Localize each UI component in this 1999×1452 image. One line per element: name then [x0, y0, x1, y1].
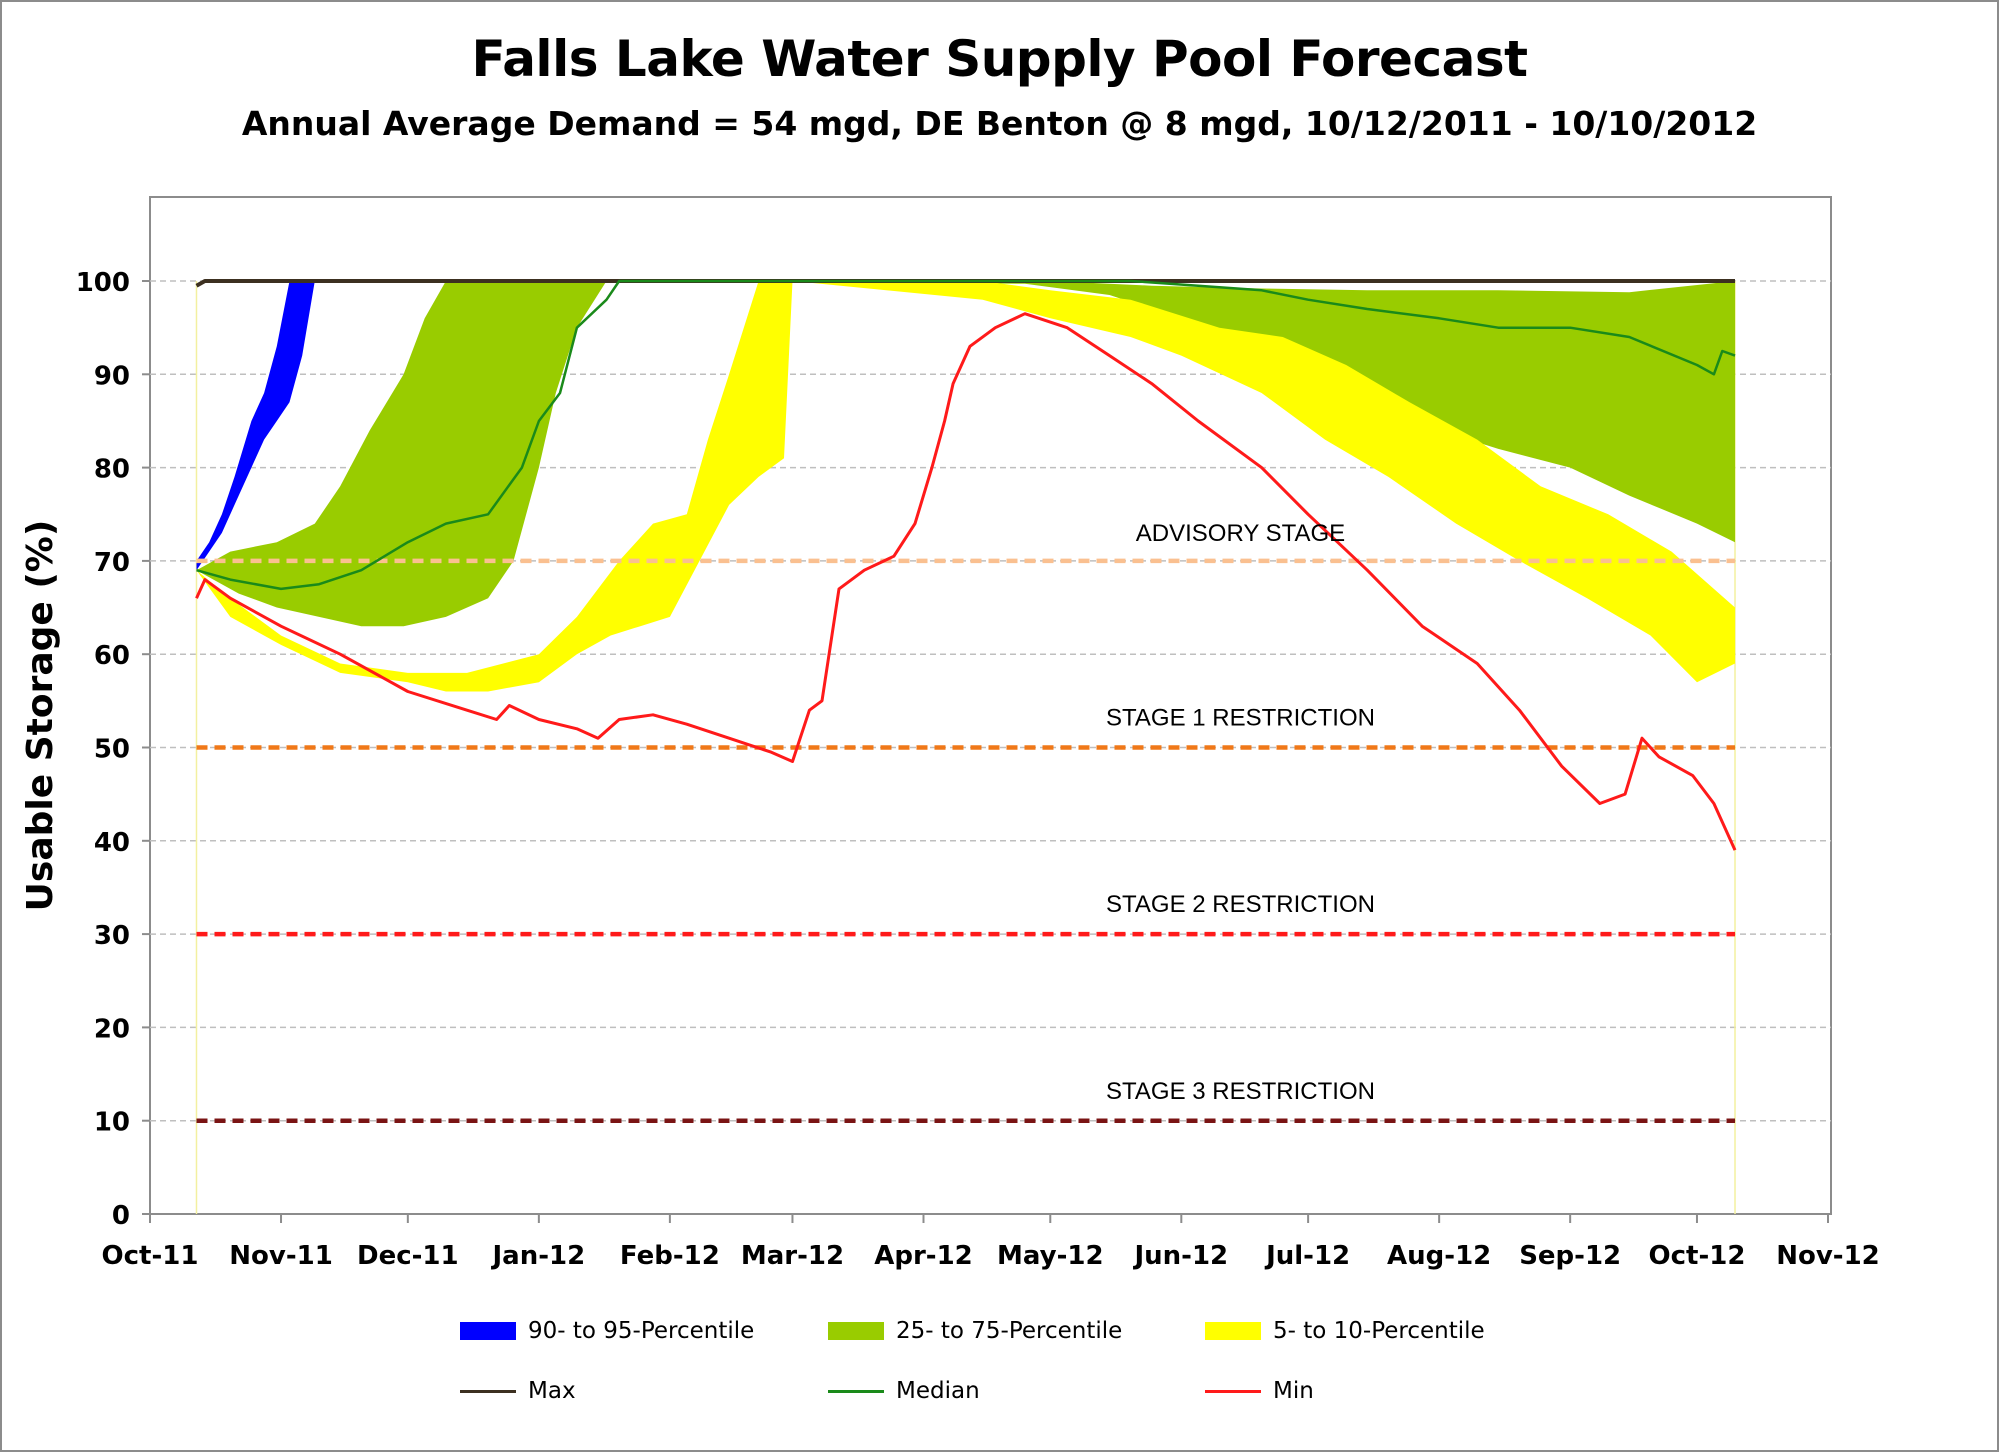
- x-tick-label: Nov-12: [1776, 1241, 1880, 1271]
- stage-2-restriction-label: STAGE 2 RESTRICTION: [1106, 891, 1375, 918]
- legend-swatch-min-line: [1205, 1389, 1261, 1393]
- x-tick-label: Sep-12: [1519, 1241, 1621, 1271]
- legend-item-min: Min: [1205, 1376, 1314, 1406]
- legend-label: 5- to 10-Percentile: [1273, 1318, 1485, 1344]
- legend-swatch-blue-box: [460, 1322, 516, 1340]
- chart-title: Falls Lake Water Supply Pool Forecast: [471, 30, 1528, 88]
- series-line-max: [195, 279, 1735, 288]
- y-tick-label: 0: [112, 1201, 130, 1231]
- legend-item-max: Max: [460, 1376, 576, 1406]
- y-tick-label: 40: [94, 828, 130, 858]
- x-tick-label: Oct-12: [1649, 1241, 1746, 1271]
- y-tick-label: 50: [94, 735, 130, 765]
- y-tick-label: 60: [94, 641, 130, 671]
- x-tick-label: Jan-12: [491, 1241, 586, 1271]
- series-line-median: [196, 279, 1736, 591]
- chart-subtitle: Annual Average Demand = 54 mgd, DE Bento…: [241, 104, 1758, 143]
- legend-item-25-75-percentile: 25- to 75-Percentile: [828, 1316, 1122, 1346]
- legend-swatch-max-line: [460, 1389, 516, 1393]
- advisory-stage-label: ADVISORY STAGE: [1136, 520, 1345, 547]
- legend-label: Median: [896, 1378, 980, 1404]
- y-axis-label: Usable Storage (%): [20, 520, 61, 912]
- x-tick-label: Mar-12: [741, 1241, 844, 1271]
- x-tick-label: Jun-12: [1132, 1241, 1228, 1271]
- x-tick-label: Nov-11: [229, 1241, 333, 1271]
- legend-label: Min: [1273, 1378, 1314, 1404]
- x-tick-label: Jul-12: [1264, 1241, 1350, 1271]
- x-tick-label: Oct-11: [102, 1241, 199, 1271]
- x-tick-label: Aug-12: [1387, 1241, 1491, 1271]
- x-tick-label: Dec-11: [357, 1241, 459, 1271]
- band-90-to-95-percentile: [196, 281, 315, 571]
- y-tick-label: 70: [94, 548, 130, 578]
- x-tick-label: Apr-12: [874, 1241, 973, 1271]
- legend-item-90-95-percentile: 90- to 95-Percentile: [460, 1316, 754, 1346]
- stage-3-restriction-label: STAGE 3 RESTRICTION: [1106, 1078, 1375, 1105]
- legend-label: 90- to 95-Percentile: [528, 1318, 755, 1344]
- band-5-to-10-percentile: [196, 281, 1735, 692]
- series-line-min: [195, 312, 1737, 851]
- x-tick-label: May-12: [997, 1241, 1104, 1271]
- y-tick-label: 100: [76, 268, 130, 298]
- legend-swatch-median-line: [828, 1389, 884, 1393]
- y-tick-label: 10: [94, 1108, 130, 1138]
- band-25-to-75-percentile: [196, 281, 1735, 627]
- legend-swatch-green-box: [828, 1322, 884, 1340]
- legend-item-5-10-percentile: 5- to 10-Percentile: [1205, 1316, 1485, 1346]
- legend-item-median: Median: [828, 1376, 980, 1406]
- y-tick-label: 80: [94, 455, 130, 485]
- y-tick-label: 30: [94, 921, 130, 951]
- legend-label: 25- to 75-Percentile: [896, 1318, 1123, 1344]
- x-tick-label: Feb-12: [620, 1241, 720, 1271]
- legend-label: Max: [528, 1378, 576, 1404]
- y-tick-label: 90: [94, 361, 130, 391]
- chart-legend: 90- to 95-Percentile 25- to 75-Percentil…: [460, 1316, 1560, 1426]
- stage-1-restriction-label: STAGE 1 RESTRICTION: [1106, 705, 1375, 732]
- legend-swatch-yellow-box: [1205, 1322, 1261, 1340]
- y-tick-label: 20: [94, 1014, 130, 1044]
